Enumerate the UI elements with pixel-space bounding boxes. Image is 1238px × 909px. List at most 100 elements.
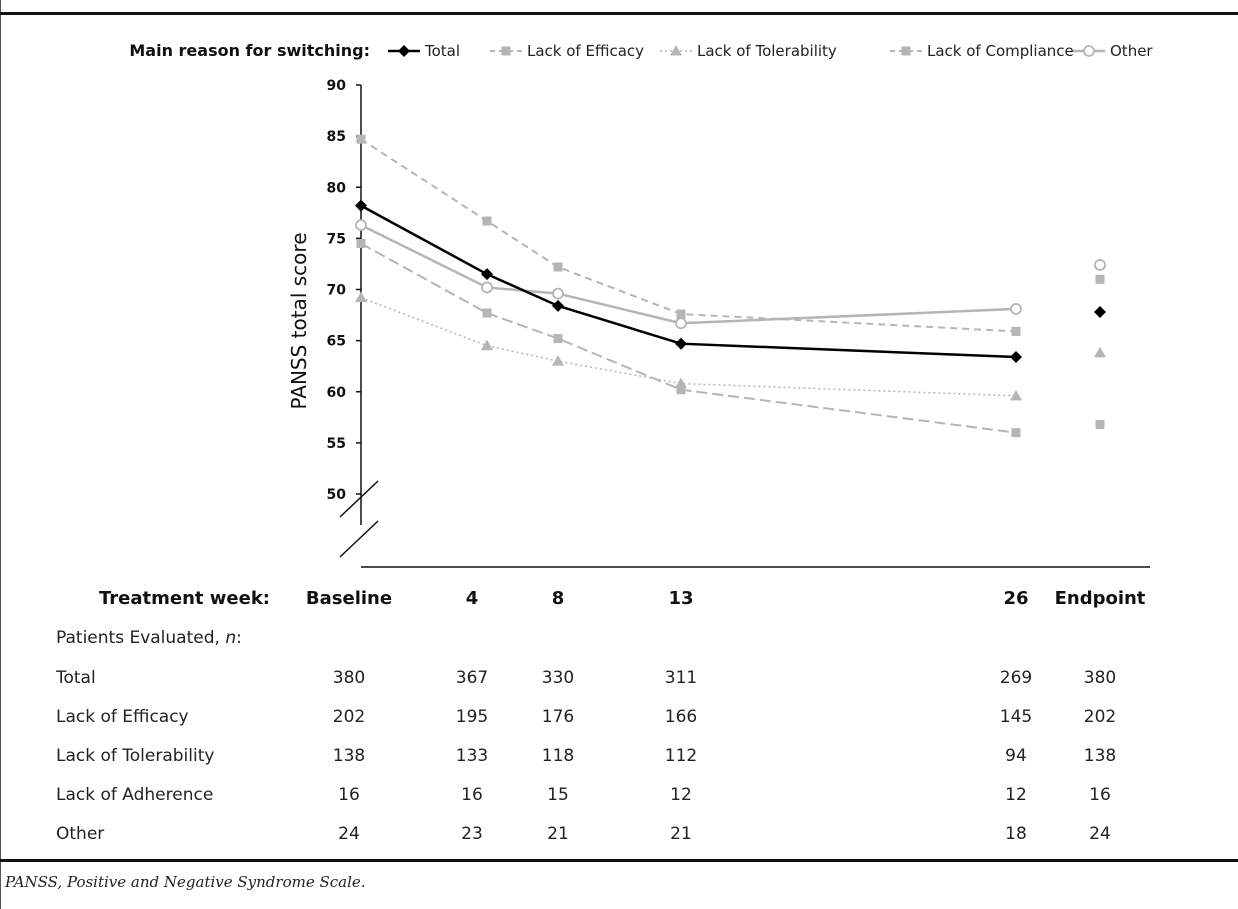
table-cell-lack-of-adherence: 12 — [670, 785, 692, 805]
table-cell-lack-of-tolerability: 94 — [1005, 746, 1027, 766]
y-tick-label: 70 — [327, 283, 347, 299]
y-tick-label: 75 — [327, 231, 346, 247]
x-tick-label: 4 — [466, 588, 479, 609]
table-header-n: n — [225, 628, 236, 648]
legend: Main reason for switching: Total Lack of … — [129, 41, 1153, 60]
legend-label-lack-of-efficacy: Lack of Efficacy — [527, 42, 644, 60]
table-row-label-lack-of-adherence: Lack of Adherence — [56, 785, 213, 805]
data-point-lack-of-efficacy — [356, 134, 366, 144]
table-cell-lack-of-tolerability: 118 — [542, 746, 574, 766]
table-cell-lack-of-efficacy: 176 — [542, 707, 574, 727]
table-row-label-other: Other — [56, 824, 104, 844]
legend-label-other: Other — [1110, 42, 1153, 60]
data-point-lack-of-efficacy — [1011, 326, 1021, 336]
data-point-other — [675, 317, 687, 330]
data-point-other — [552, 287, 564, 300]
data-point-other — [1010, 303, 1022, 315]
table-cell-other: 24 — [1089, 824, 1111, 844]
table-header-text: Patients Evaluated, — [56, 628, 225, 648]
table-cell-lack-of-efficacy: 166 — [665, 707, 697, 727]
endpoint-point-lack-of-efficacy — [1095, 274, 1105, 284]
data-point-total — [1010, 350, 1022, 363]
top-rule — [0, 12, 1238, 15]
series-lines — [360, 138, 1017, 434]
legend-marker-total — [398, 45, 410, 57]
series-line-total — [360, 204, 1017, 359]
data-point-lack-of-compliance — [1011, 428, 1021, 438]
y-tick-label: 80 — [327, 180, 347, 196]
x-tick-label-endpoint: Endpoint — [1055, 588, 1146, 609]
table-cell-other: 21 — [547, 824, 569, 844]
table-cell-total: 269 — [1000, 668, 1032, 688]
bottom-rule — [0, 859, 1238, 862]
data-point-lack-of-tolerability — [355, 291, 367, 303]
table-cell-lack-of-adherence: 16 — [1089, 785, 1111, 805]
table-row-label-lack-of-tolerability: Lack of Tolerability — [56, 746, 214, 766]
series-line-other — [360, 223, 1017, 325]
data-point-lack-of-compliance — [356, 238, 366, 248]
data-point-lack-of-tolerability — [481, 339, 493, 351]
table-cell-total: 380 — [333, 668, 365, 688]
y-tick-label: 65 — [327, 334, 346, 350]
data-point-total — [355, 199, 367, 212]
table-cell-other: 24 — [338, 824, 360, 844]
data-point-other — [355, 219, 367, 231]
table-cell-lack-of-tolerability: 133 — [456, 746, 488, 766]
table-cell-total: 367 — [456, 668, 488, 688]
endpoint-point-total — [1094, 305, 1106, 318]
data-point-lack-of-efficacy — [553, 262, 563, 272]
x-tick-label: 26 — [1003, 588, 1028, 609]
table-cell-total: 380 — [1084, 668, 1116, 688]
table-cell-lack-of-efficacy: 195 — [456, 707, 488, 727]
table-cell-other: 18 — [1005, 824, 1027, 844]
series-line-lack-of-compliance — [360, 242, 1017, 434]
endpoint-point-lack-of-tolerability — [1094, 346, 1106, 358]
x-tick-label: 8 — [552, 588, 565, 609]
table-cell-total: 311 — [665, 668, 697, 688]
axis-break-mark — [339, 520, 379, 558]
legend-label-total: Total — [424, 42, 460, 60]
table-cell-lack-of-tolerability: 112 — [665, 746, 697, 766]
y-tick-label: 60 — [327, 385, 347, 401]
table-cell-lack-of-efficacy: 202 — [333, 707, 365, 727]
caption: PANSS, Positive and Negative Syndrome Sc… — [5, 873, 366, 891]
table-cell-lack-of-adherence: 12 — [1005, 785, 1027, 805]
data-point-other — [481, 281, 493, 294]
y-axis-title: PANSS total score — [287, 232, 311, 409]
legend-label-lack-of-tolerability: Lack of Tolerability — [697, 42, 837, 60]
table-header-colon: : — [236, 628, 242, 648]
y-axis-ticks: 50 55 60 65 70 75 80 85 90 — [327, 78, 361, 503]
data-point-lack-of-efficacy — [676, 309, 686, 319]
y-tick-label: 90 — [327, 78, 347, 94]
data-point-lack-of-compliance — [676, 385, 686, 395]
patients-table: Patients Evaluated, n: Total 380 367 330 311… — [55, 628, 1116, 844]
table-row-label-total: Total — [55, 668, 96, 688]
table-cell-lack-of-efficacy: 202 — [1084, 707, 1116, 727]
endpoint-point-lack-of-compliance — [1095, 419, 1105, 429]
x-tick-label: Baseline — [306, 588, 392, 609]
legend-marker-lack-of-compliance — [901, 46, 911, 56]
endpoint-point-other — [1094, 259, 1106, 271]
y-tick-label: 85 — [327, 129, 346, 145]
legend-title: Main reason for switching: — [129, 41, 370, 60]
data-point-lack-of-compliance — [553, 334, 563, 344]
data-point-lack-of-efficacy — [482, 216, 492, 226]
x-axis-labels: Treatment week: Baseline 4 8 13 26 Endpoint — [99, 588, 1146, 609]
data-point-total — [675, 337, 687, 350]
x-axis-title: Treatment week: — [99, 588, 270, 609]
axis-break-mark — [339, 480, 379, 518]
legend-marker-lack-of-tolerability — [670, 45, 682, 56]
data-point-lack-of-compliance — [482, 308, 492, 318]
data-point-lack-of-tolerability — [1010, 389, 1022, 401]
series-markers — [355, 134, 1106, 438]
table-cell-lack-of-tolerability: 138 — [1084, 746, 1116, 766]
legend-label-lack-of-compliance: Lack of Compliance — [927, 42, 1074, 60]
y-axis: PANSS total score — [287, 85, 1150, 568]
panss-chart: Main reason for switching: Total Lack of … — [55, 41, 1153, 844]
table-cell-other: 21 — [670, 824, 692, 844]
table-cell-lack-of-adherence: 15 — [547, 785, 569, 805]
data-point-total — [552, 299, 564, 312]
legend-marker-other — [1083, 45, 1095, 57]
table-cell-lack-of-adherence: 16 — [461, 785, 483, 805]
